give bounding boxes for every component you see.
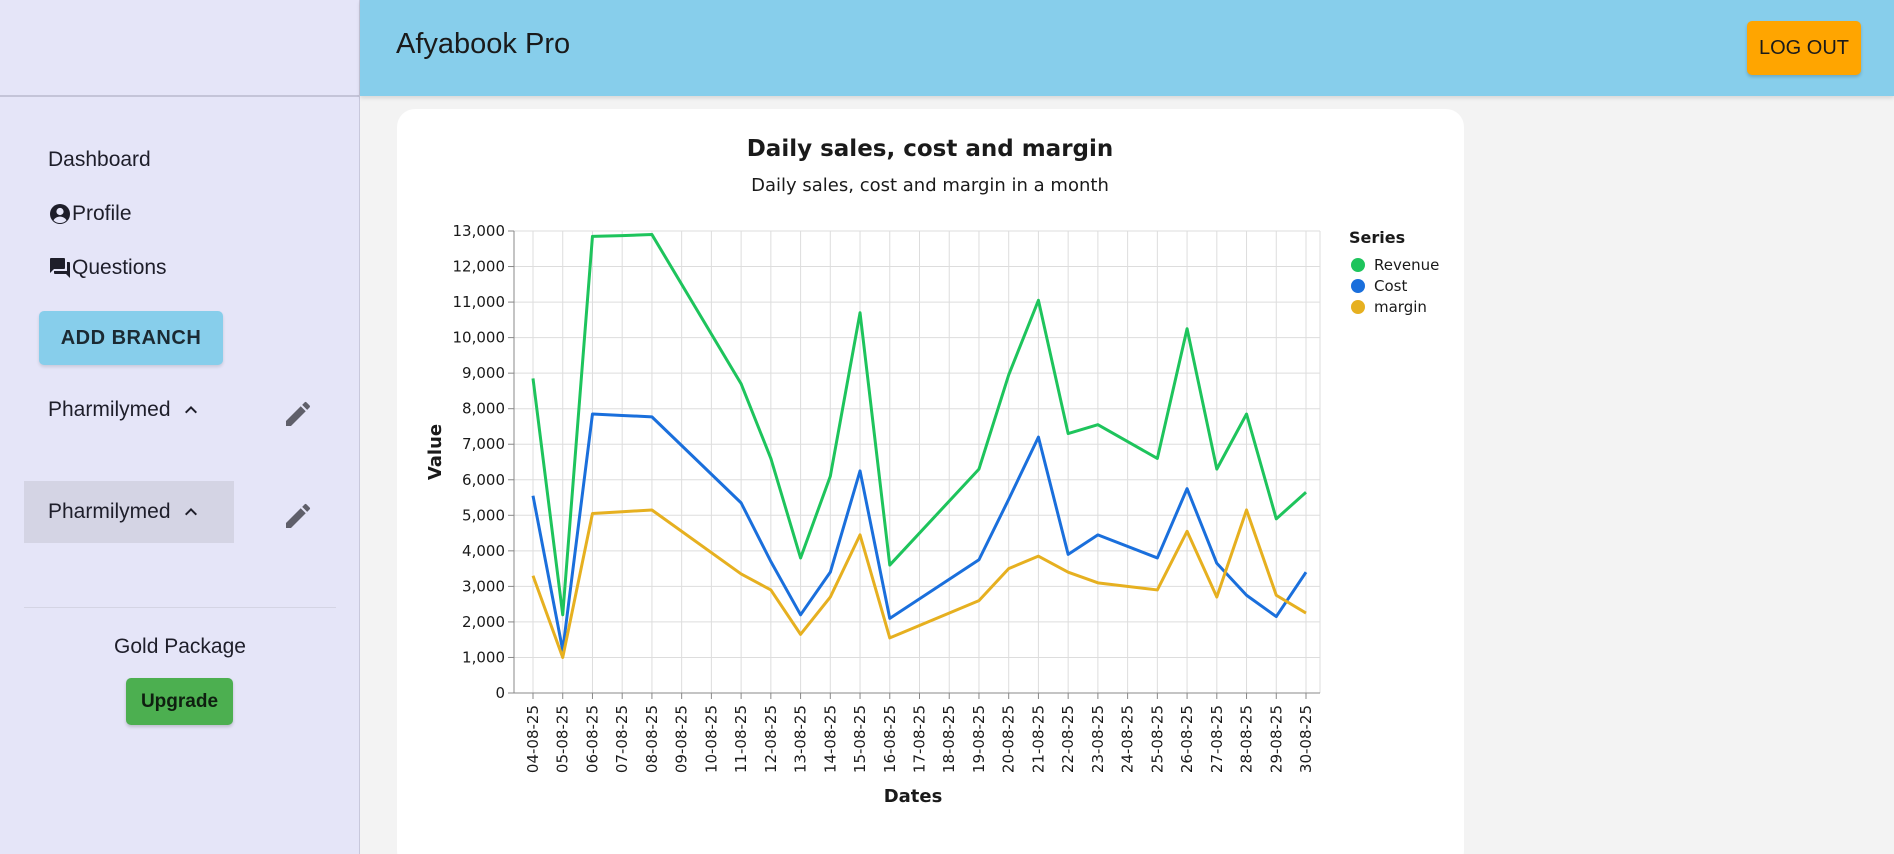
nav-item-label: Dashboard (48, 148, 151, 171)
chart-subtitle: Daily sales, cost and margin in a month (751, 175, 1109, 196)
x-tick-label: 29-08-25 (1267, 705, 1285, 773)
x-tick-label: 13-08-25 (792, 705, 810, 773)
line-chart: Daily sales, cost and margin Daily sales… (425, 136, 1439, 807)
y-tick-label: 3,000 (462, 577, 505, 595)
account-circle-icon (50, 204, 70, 224)
y-tick-label: 10,000 (453, 329, 506, 347)
sidebar: Dashboard Profile Questions ADD BRANCH P… (0, 0, 360, 854)
series-line-revenue (531, 233, 1308, 617)
nav-item-dashboard[interactable]: Dashboard (48, 148, 151, 172)
nav-item-profile[interactable]: Profile (48, 202, 132, 226)
nav-item-label: Questions (72, 256, 167, 279)
y-tick-label: 0 (495, 684, 505, 702)
legend-swatch (1351, 300, 1365, 314)
x-tick-label: 15-08-25 (851, 705, 869, 773)
x-tick-label: 17-08-25 (911, 705, 929, 773)
edit-pencil-icon[interactable] (282, 398, 314, 430)
nav-item-questions[interactable]: Questions (48, 256, 167, 280)
sidebar-divider (24, 607, 336, 608)
x-axis-title: Dates (884, 786, 943, 807)
chart-title: Daily sales, cost and margin (747, 136, 1114, 162)
x-tick-label: 30-08-25 (1297, 705, 1315, 773)
top-app-bar: Afyabook Pro LOG OUT (360, 0, 1894, 96)
forum-icon (50, 258, 70, 278)
x-tick-label: 09-08-25 (673, 705, 691, 773)
legend-label: Revenue (1374, 256, 1439, 274)
y-tick-label: 1,000 (462, 648, 505, 666)
x-tick-label: 14-08-25 (821, 705, 839, 773)
x-tick-label: 11-08-25 (732, 705, 750, 773)
x-tick-label: 24-08-25 (1119, 705, 1137, 773)
x-tick-label: 04-08-25 (524, 705, 542, 773)
series-line-margin (531, 508, 1307, 659)
branch-item-2[interactable]: Pharmilymed (24, 481, 234, 543)
legend-label: Cost (1374, 277, 1407, 295)
y-tick-label: 9,000 (462, 364, 505, 382)
y-tick-label: 4,000 (462, 542, 505, 560)
x-tick-label: 26-08-25 (1178, 705, 1196, 773)
y-tick-label: 8,000 (462, 400, 505, 418)
x-tick-label: 08-08-25 (643, 705, 661, 773)
x-tick-label: 22-08-25 (1059, 705, 1077, 773)
nav-item-label: Profile (72, 202, 132, 225)
app-title: Afyabook Pro (396, 28, 571, 60)
y-tick-label: 12,000 (453, 258, 506, 276)
series-line-cost (531, 412, 1308, 652)
x-tick-label: 20-08-25 (1000, 705, 1018, 773)
branch-label: Pharmilymed (48, 500, 171, 523)
legend-swatch (1351, 279, 1365, 293)
x-tick-label: 25-08-25 (1148, 705, 1166, 773)
x-tick-label: 06-08-25 (583, 705, 601, 773)
x-tick-label: 28-08-25 (1238, 705, 1256, 773)
legend-label: margin (1374, 298, 1427, 316)
x-tick-label: 16-08-25 (881, 705, 899, 773)
upgrade-button[interactable]: Upgrade (126, 678, 233, 725)
x-tick-label: 05-08-25 (554, 705, 572, 773)
y-tick-label: 6,000 (462, 471, 505, 489)
x-tick-label: 21-08-25 (1029, 705, 1047, 773)
y-tick-label: 7,000 (462, 435, 505, 453)
branch-label: Pharmilymed (48, 398, 171, 421)
y-tick-label: 13,000 (453, 222, 506, 240)
y-axis-title: Value (425, 424, 446, 480)
x-tick-label: 10-08-25 (702, 705, 720, 773)
chevron-up-icon (184, 406, 197, 414)
x-tick-label: 19-08-25 (970, 705, 988, 773)
add-branch-button[interactable]: ADD BRANCH (39, 311, 223, 365)
edit-pencil-icon[interactable] (282, 500, 314, 532)
x-tick-label: 23-08-25 (1089, 705, 1107, 773)
y-tick-label: 11,000 (453, 293, 506, 311)
chart-card: Daily sales, cost and margin Daily sales… (397, 109, 1464, 854)
x-tick-label: 07-08-25 (613, 705, 631, 773)
branch-item-1[interactable]: Pharmilymed (24, 379, 234, 441)
logout-button[interactable]: LOG OUT (1747, 21, 1861, 75)
x-tick-label: 12-08-25 (762, 705, 780, 773)
sidebar-header (0, 0, 359, 97)
y-tick-label: 5,000 (462, 506, 505, 524)
package-label: Gold Package (114, 635, 246, 658)
y-tick-label: 2,000 (462, 613, 505, 631)
legend-swatch (1351, 258, 1365, 272)
x-tick-label: 27-08-25 (1208, 705, 1226, 773)
legend-title: Series (1349, 228, 1405, 247)
x-tick-label: 18-08-25 (940, 705, 958, 773)
chevron-up-icon (184, 508, 197, 516)
